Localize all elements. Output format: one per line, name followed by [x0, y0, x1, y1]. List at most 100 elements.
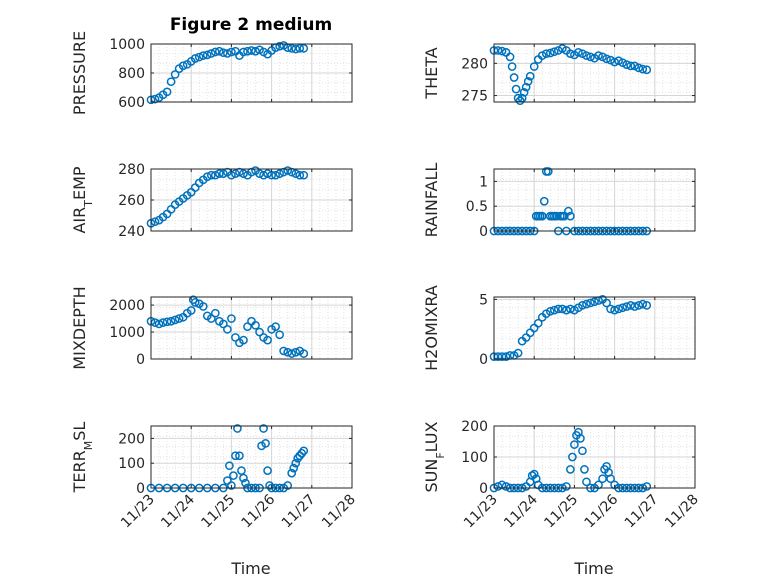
data-point: [279, 346, 289, 356]
data-point: [610, 57, 619, 67]
data-point: [505, 52, 515, 62]
y-tick-label: 0: [136, 481, 145, 497]
data-point: [598, 474, 607, 484]
data-point: [239, 47, 248, 57]
data-point: [206, 49, 216, 58]
data-point: [545, 306, 555, 316]
y-tick-label: 275: [461, 89, 488, 105]
axes-box: [150, 425, 353, 489]
data-point: [259, 424, 268, 433]
data-point: [247, 46, 256, 55]
data-point: [586, 52, 595, 62]
data-point: [291, 169, 301, 178]
data-point: [259, 170, 268, 180]
data-point: [634, 300, 644, 310]
data-point: [229, 471, 238, 480]
data-point: [231, 169, 240, 178]
x-tick-label: 11/28: [662, 492, 702, 532]
data-point: [271, 170, 280, 180]
data-point: [210, 308, 220, 318]
data-point: [235, 451, 244, 461]
data-point: [529, 469, 539, 479]
data-point: [283, 347, 293, 357]
y-tick-label: 100: [461, 450, 488, 466]
data-point: [626, 300, 636, 310]
x-tick-label: 11/23: [461, 492, 501, 532]
data-point: [507, 62, 517, 71]
data-point: [251, 320, 260, 330]
x-tick-label: 11/25: [198, 492, 238, 532]
data-point: [541, 49, 551, 59]
data-point: [174, 314, 184, 323]
data-point: [618, 303, 627, 313]
data-point: [594, 51, 603, 60]
y-tick-label: 200: [461, 419, 488, 435]
subplot-h2omixra: 0 5 H2OMIXRA: [422, 285, 696, 371]
y-tick-label: 1: [479, 174, 488, 190]
data-point: [261, 439, 270, 448]
data-point: [539, 196, 549, 206]
data-point: [614, 304, 623, 314]
data-point: [630, 302, 640, 311]
data-point: [223, 324, 232, 334]
y-axis-label: MIXDEPTH: [70, 286, 89, 369]
data-point: [190, 298, 200, 307]
data-point: [243, 322, 252, 332]
data-point: [227, 481, 236, 490]
data-point: [642, 300, 652, 310]
data-point: [299, 44, 309, 53]
data-point: [570, 440, 579, 449]
data-point: [582, 51, 591, 60]
data-point: [231, 451, 240, 461]
data-point: [210, 47, 220, 57]
data-point: [501, 352, 511, 361]
data-point: [162, 317, 172, 327]
y-tick-label: 0: [479, 481, 488, 497]
y-tick-label: 0: [479, 352, 488, 368]
y-axis-label: THETA: [422, 47, 441, 99]
data-point: [578, 446, 587, 456]
data-point: [642, 65, 652, 75]
x-axis-label-right: Time: [573, 559, 613, 578]
y-axis-label: TERRMSL: [70, 422, 95, 494]
data-point: [219, 169, 228, 178]
data-point: [283, 166, 293, 175]
data-point: [576, 434, 585, 443]
data-point: [263, 335, 272, 345]
data-point: [227, 47, 236, 57]
y-tick-label: 100: [118, 456, 145, 472]
data-point: [578, 49, 587, 59]
data-point: [287, 468, 297, 478]
data-point: [562, 305, 571, 315]
data-point: [166, 316, 176, 326]
data-point: [521, 82, 531, 92]
axes-box: [493, 168, 696, 232]
data-point: [198, 51, 208, 60]
data-point: [239, 473, 248, 483]
y-tick-label: 600: [118, 95, 145, 111]
y-tick-label: 260: [118, 193, 145, 209]
data-point: [251, 46, 260, 56]
data-point: [231, 333, 240, 342]
data-point: [291, 458, 301, 468]
y-tick-label: 240: [118, 224, 145, 240]
subplot-pressure: 600 800 1000 PRESSURE: [70, 31, 353, 115]
data-point: [549, 305, 559, 315]
subplot-sun-flux: 0 100 200 11/23 11/24 11/25 11/26 11/27 11/28 SUN…: [422, 419, 702, 531]
data-point: [566, 211, 575, 221]
data-point: [497, 352, 507, 361]
subplot-terr-msl: 0 100 200 11/23 11/24 11/25 11/26 11/27 11/28 TER…: [70, 422, 359, 532]
subplot-mixdepth: 0 1000 2000 MIXDEPTH: [70, 286, 353, 370]
data-point: [525, 71, 535, 81]
data-point: [283, 481, 293, 490]
y-axis-label: SUNFLUX: [422, 421, 447, 492]
data-point: [154, 319, 164, 329]
data-point: [295, 44, 305, 53]
data-point: [622, 302, 632, 311]
data-point: [190, 54, 200, 63]
data-point: [275, 330, 284, 340]
data-point: [299, 170, 309, 180]
data-point: [578, 300, 587, 310]
data-point: [580, 465, 589, 474]
x-tick-label: 11/27: [279, 492, 319, 532]
